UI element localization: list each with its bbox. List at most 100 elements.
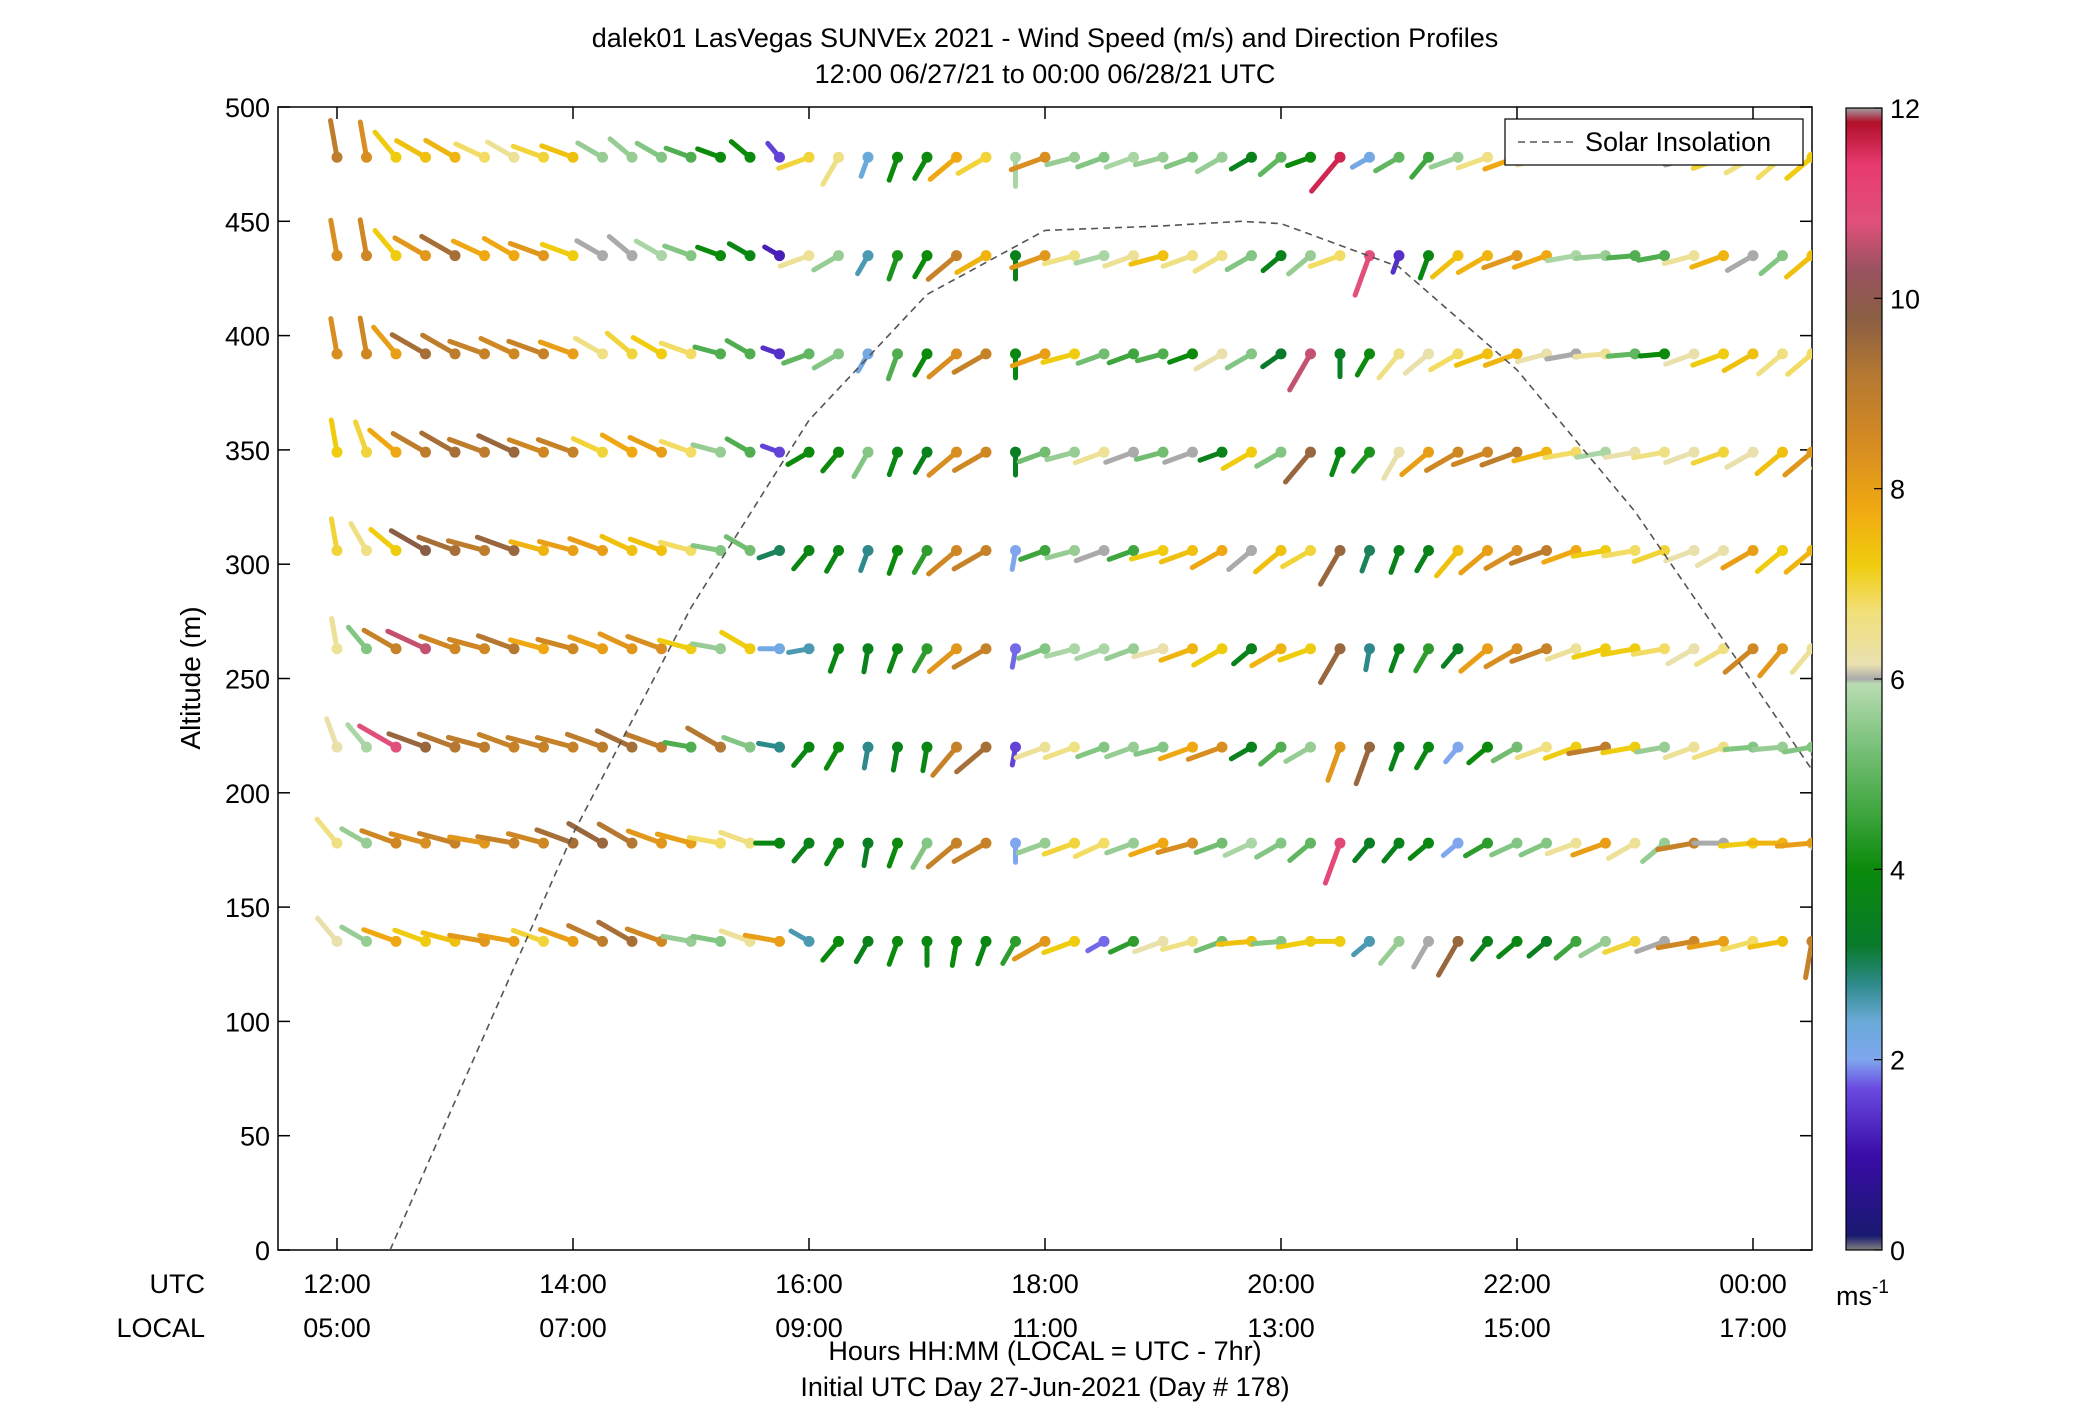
wind-barb-dot (567, 741, 579, 753)
wind-barb (1388, 544, 1405, 575)
wind-barb (824, 544, 844, 574)
wind-barb-dot (331, 151, 343, 163)
wind-barb (724, 436, 756, 458)
wind-barb-dot (538, 348, 549, 360)
wind-barb-dot (803, 151, 815, 163)
wind-barb-dot (538, 741, 549, 753)
wind-barb (1041, 935, 1080, 956)
wind-barb (742, 932, 785, 947)
wind-barb (1134, 348, 1169, 364)
wind-barb (1665, 643, 1700, 667)
wind-barb-dot (803, 250, 815, 262)
wind-barb-dot (1688, 250, 1700, 262)
wind-barb (607, 136, 638, 163)
wind-barb-dot (1128, 935, 1139, 947)
wind-barb-dot (951, 837, 962, 849)
wind-barb-shaft (1128, 840, 1166, 858)
wind-barb (1193, 348, 1228, 372)
wind-barb (686, 835, 726, 849)
wind-barb (1073, 544, 1110, 564)
wind-barb (392, 235, 431, 262)
wind-barb (1774, 837, 1812, 849)
wind-barb (1509, 643, 1552, 664)
wind-barb (926, 446, 962, 478)
wind-barb-dot (1069, 837, 1080, 849)
wind-barb-shaft (475, 834, 517, 846)
wind-barb (718, 829, 756, 849)
wind-barb-dot (1246, 151, 1257, 163)
wind-barb (886, 250, 903, 282)
wind-barb-dot (1098, 446, 1110, 458)
wind-barb (1132, 151, 1169, 168)
wind-barb-dot (1511, 250, 1523, 262)
wind-barb-shaft (394, 138, 428, 160)
wind-barb-shaft (623, 731, 664, 750)
wind-barb (339, 924, 372, 947)
wind-barb (1133, 741, 1169, 757)
wind-barb-dot (1069, 348, 1080, 360)
wind-barb-dot (951, 643, 962, 655)
wind-barb (1197, 446, 1228, 463)
wind-barb (1044, 446, 1080, 463)
wind-barb (885, 348, 903, 382)
wind-barb (627, 536, 667, 556)
x-tick-label-utc: 18:00 (1011, 1269, 1079, 1299)
wind-barb-shaft (1318, 547, 1343, 587)
wind-barb-dot (1452, 544, 1464, 556)
wind-barb (485, 139, 520, 163)
wind-barb (505, 735, 549, 753)
wind-barb-dot (390, 643, 402, 655)
wind-barb (630, 335, 667, 360)
wind-barb (886, 151, 903, 183)
wind-barb-shaft (537, 339, 576, 357)
wind-barb (1040, 348, 1080, 365)
wind-barb (1222, 837, 1257, 858)
wind-barb-shaft (624, 926, 664, 944)
wind-barb-dot (1364, 446, 1375, 458)
wind-barb-shaft (625, 828, 664, 846)
wind-barb-dot (626, 643, 638, 655)
wind-barb-dot (479, 643, 490, 655)
wind-barb (594, 728, 638, 753)
wind-barb-dot (1423, 250, 1434, 262)
wind-barb (1430, 250, 1464, 280)
wind-barb-dot (508, 544, 520, 556)
wind-barb-shaft (357, 217, 369, 259)
wind-barb-shaft (506, 338, 546, 357)
wind-barb-dot (1275, 151, 1287, 163)
wind-barb-shaft (926, 449, 959, 478)
wind-barb-dot (420, 348, 431, 360)
wind-barb-dot (744, 544, 756, 556)
wind-barb (726, 241, 756, 262)
wind-barb (886, 837, 903, 869)
wind-barb-shaft (1483, 547, 1520, 571)
x-axis-label-2: Initial UTC Day 27-Jun-2021 (Day # 178) (800, 1372, 1289, 1402)
wind-barb-shaft (1287, 351, 1313, 393)
wind-barb (1106, 544, 1139, 562)
wind-barb-dot (361, 446, 372, 458)
wind-barb (446, 436, 490, 458)
wind-barb (1663, 544, 1700, 564)
wind-barb (912, 250, 933, 280)
wind-barb-dot (1069, 643, 1080, 655)
wind-barb (1191, 643, 1228, 668)
wind-barb-dot (1246, 741, 1257, 753)
wind-barb-dot (1511, 935, 1523, 947)
wind-barb-shaft (416, 534, 458, 553)
wind-barb-dot (1836, 742, 1847, 753)
wind-barb (1443, 741, 1464, 765)
wind-barb-dot (597, 446, 608, 458)
wind-barb-dot (715, 250, 726, 262)
y-tick-label: 200 (225, 779, 270, 809)
wind-barb-dot (1010, 151, 1021, 163)
wind-barb-dot (420, 643, 431, 655)
wind-barb (658, 438, 697, 458)
wind-barb (1544, 837, 1582, 857)
wind-barb (1072, 837, 1110, 859)
wind-barb-dot (1275, 837, 1287, 849)
wind-barb (1107, 935, 1139, 955)
wind-barb-shaft (537, 927, 576, 944)
wind-barb-dot (1364, 643, 1375, 655)
wind-barb-shaft (359, 828, 399, 846)
wind-barb-dot (1364, 935, 1375, 947)
